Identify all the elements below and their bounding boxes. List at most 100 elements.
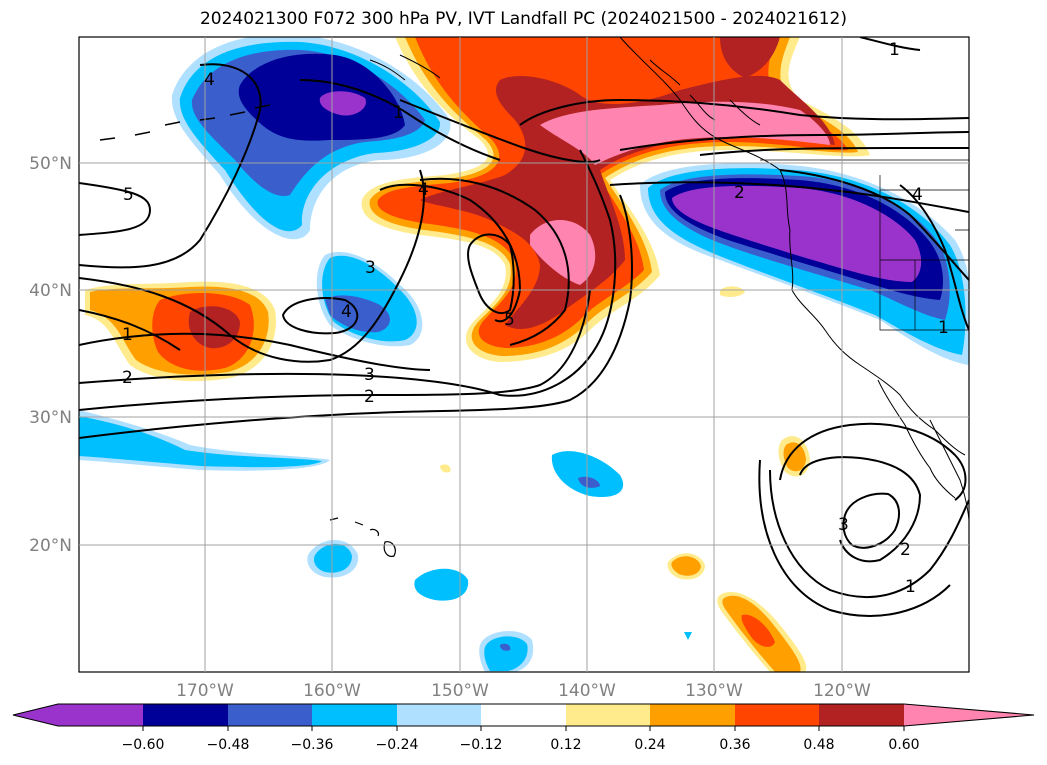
colorbar-label: 0.60 [888,737,919,753]
colorbar-outline [12,703,1035,727]
map-title: 2024021300 F072 300 hPa PV, IVT Landfall… [199,9,847,29]
coastline-north-america [619,37,966,456]
contour-label: 3 [838,515,849,535]
contour-line [79,289,591,411]
coastline-hawaii [329,517,396,557]
contour-line [299,79,501,161]
positive-anomaly-region [741,614,775,647]
longitude-labels: 170°W 160°W 150°W 140°W 130°W 120°W [176,681,871,701]
contour-label: 5 [504,310,515,330]
positive-anomaly-region [720,286,745,297]
contour-line [758,459,951,617]
contour-line [779,422,967,501]
contour-line [699,146,969,156]
contour-line [519,98,969,126]
contour-line [379,183,522,323]
contour-label: 4 [912,185,923,205]
coastline-baja [877,379,956,499]
colorbar-swatch [566,704,650,726]
colorbar-label: −0.48 [207,737,250,753]
contour-label: 1 [122,325,133,345]
colorbar-label: −0.36 [291,737,334,753]
negative-anomaly-region [672,185,922,282]
contour-line [79,149,617,397]
pv-contours [79,37,969,617]
contour-line [859,37,921,51]
negative-anomaly-region [484,636,528,671]
colorbar-swatch [481,704,566,726]
gridlines [79,37,969,672]
contour-line [842,492,901,549]
contour-label: 3 [365,258,376,278]
lat-label-20n: 20°N [29,536,72,556]
contour-line [619,131,969,151]
positive-anomaly-region [720,37,780,78]
positive-anomaly-region [188,306,240,349]
contour-line [779,169,969,281]
contour-label: 2 [900,540,911,560]
contour-line [769,469,969,598]
lon-label-150w: 150°W [431,681,489,701]
positive-anomaly-region [540,101,830,165]
colorbar-label: 0.48 [803,737,834,753]
colorbar-swatch [735,704,819,726]
contour-label: 1 [938,318,949,338]
colorbar-swatch [650,704,735,726]
colorbar-extend-high [904,704,1034,726]
contour-label: 1 [889,40,900,60]
contour-label: 1 [393,103,404,123]
contour-label: 5 [123,185,134,205]
map-frame [78,36,970,673]
contour-line [899,184,969,331]
positive-anomaly-region [530,220,596,285]
contour-line [467,233,515,315]
colorbar-label: −0.12 [460,737,503,753]
colorbar-swatch [228,704,312,726]
colorbar-swatch [143,704,228,726]
coastline-alaska [369,54,441,81]
positive-anomaly-region [440,464,451,473]
lon-label-130w: 130°W [685,681,743,701]
negative-anomaly-region [500,643,511,651]
contour-label: 3 [364,365,375,385]
contour-label: 4 [418,180,429,200]
contour-label: 1 [905,577,916,597]
map-contents [79,37,969,672]
contour-line [79,169,425,363]
contour-label: 2 [364,387,375,407]
contour-line [281,297,359,335]
contour-line [609,181,969,213]
colorbar-label: 0.24 [634,737,665,753]
contour-line [79,63,262,269]
latitude-labels: 50°N 40°N 30°N 20°N [29,154,72,556]
negative-anomaly-region [578,476,600,488]
lon-label-170w: 170°W [176,681,234,701]
colorbar-swatch [819,704,904,726]
coastline-mexico [929,419,969,521]
negative-anomaly-region [319,91,366,116]
negative-anomaly-region [314,543,352,573]
colorbar-swatch [58,704,143,726]
colorbar-label: −0.60 [122,737,165,753]
contour-line [79,309,181,351]
lat-label-40n: 40°N [29,281,72,301]
colorbar-swatch [397,704,481,726]
lon-label-160w: 160°W [303,681,361,701]
colorbar-extend-low [13,704,58,726]
contour-label: 2 [734,183,745,203]
contour-line [79,182,152,236]
contour-line [419,177,570,346]
lon-label-140w: 140°W [558,681,616,701]
contour-label: 4 [341,302,352,322]
colorbar-label: 0.36 [719,737,750,753]
lon-label-120w: 120°W [813,681,871,701]
lat-label-50n: 50°N [29,154,72,174]
negative-anomaly-region [79,416,322,468]
colorbar-label: −0.24 [376,737,419,753]
colorbar-swatch [312,704,397,726]
contour-label: 4 [204,70,215,90]
colorbar-label: 0.12 [550,737,581,753]
contour-line [79,332,431,371]
coastline-aleutians [99,104,271,141]
